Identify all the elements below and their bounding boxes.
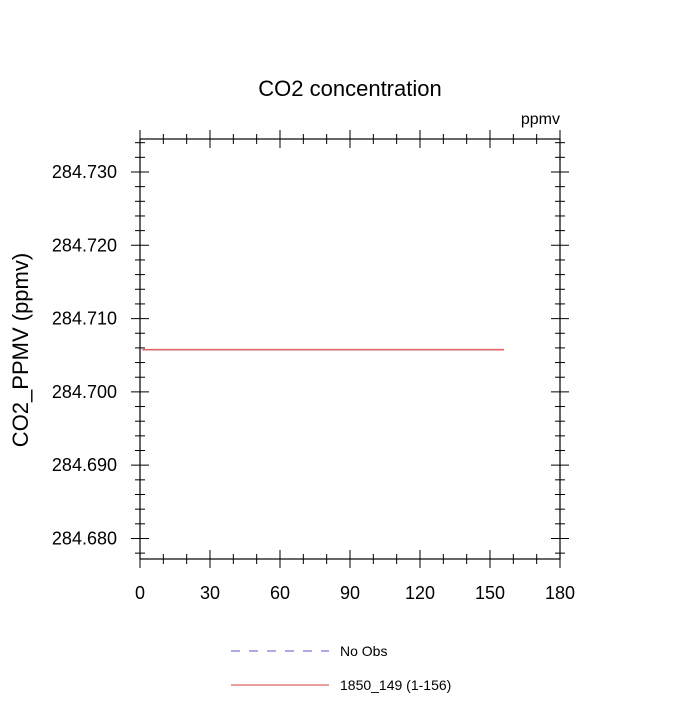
x-tick-label: 60: [270, 583, 290, 603]
y-tick-label: 284.700: [52, 382, 117, 402]
y-tick-label: 284.720: [52, 235, 117, 255]
legend-label: No Obs: [340, 643, 387, 659]
y-tick-label: 284.690: [52, 455, 117, 475]
legend: No Obs 1850_149 (1-156): [231, 643, 451, 693]
y-tick-label: 284.680: [52, 528, 117, 548]
x-tick-label: 90: [340, 583, 360, 603]
y-axis-label: CO2_PPMV (ppmv): [8, 253, 33, 447]
x-tick-label: 180: [545, 583, 575, 603]
x-tick-label: 150: [475, 583, 505, 603]
y-tick-label: 284.730: [52, 162, 117, 182]
x-tick-label: 0: [135, 583, 145, 603]
x-axis-ticks: 0 30 60 90 120 150 180: [135, 130, 575, 603]
legend-label: 1850_149 (1-156): [340, 677, 451, 693]
chart-title: CO2 concentration: [258, 76, 441, 101]
units-label: ppmv: [521, 111, 560, 128]
x-tick-label: 120: [405, 583, 435, 603]
y-tick-label: 284.710: [52, 309, 117, 329]
x-tick-label: 30: [200, 583, 220, 603]
y-axis-ticks: 284.680 284.690 284.700 284.710 284.720 284.7…: [52, 142, 569, 554]
